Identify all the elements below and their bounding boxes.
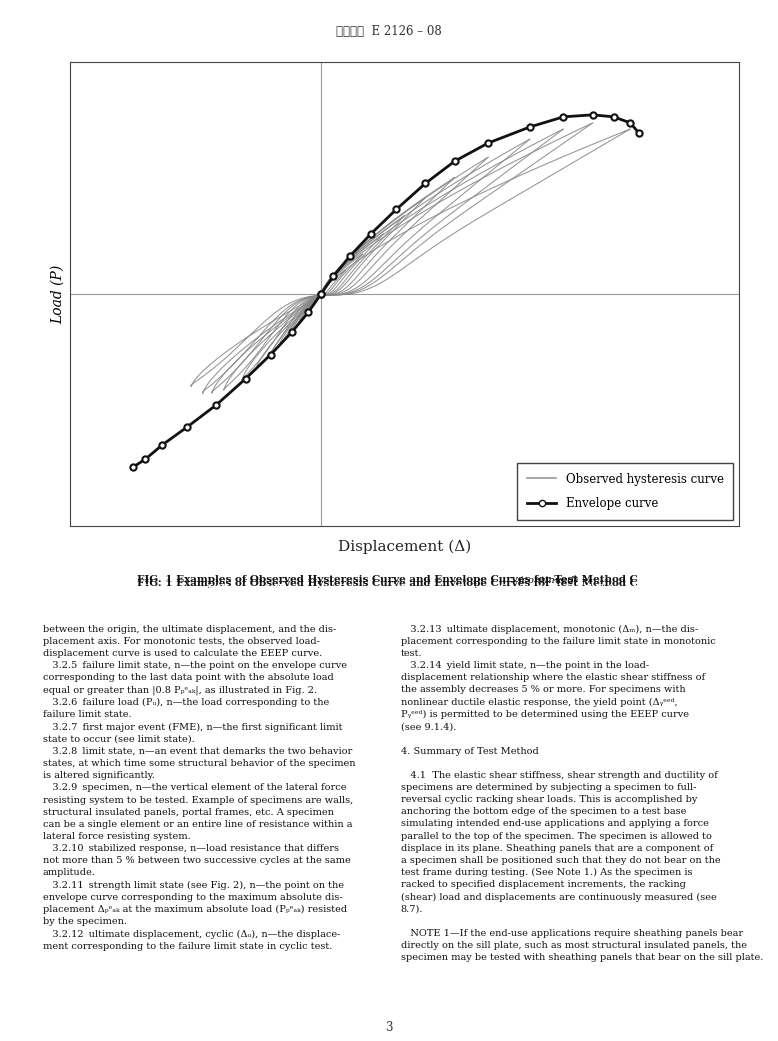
Text: ⒶⓈⓉⓜ  E 2126 – 08: ⒶⓈⓉⓜ E 2126 – 08: [336, 25, 442, 37]
Text: Displacement (Δ): Displacement (Δ): [338, 540, 471, 554]
Text: between the origin, the ultimate displacement, and the dis-
placement axis. For : between the origin, the ultimate displac…: [43, 625, 356, 950]
Text: FIG. 1 Examples of Observed Hysteresis Curve and Envelope Curves for Test Method: FIG. 1 Examples of Observed Hysteresis C…: [137, 576, 641, 584]
Text: FIG. 1 Examples of Observed Hysteresis Curve and Envelope Curves for Test Method: FIG. 1 Examples of Observed Hysteresis C…: [137, 579, 641, 588]
Text: 3: 3: [385, 1021, 393, 1034]
Y-axis label: Load (P): Load (P): [51, 264, 65, 324]
Text: FIG. 1 Examples of Observed Hysteresis Curve and Envelope Curves for Test Method: FIG. 1 Examples of Observed Hysteresis C…: [103, 584, 675, 593]
Text: (continued): (continued): [518, 576, 579, 584]
Legend: Observed hysteresis curve, Envelope curve: Observed hysteresis curve, Envelope curv…: [517, 463, 733, 519]
Text: 3.2.13  ultimate displacement, monotonic (Δₘ), n—the dis-
placement correspondin: 3.2.13 ultimate displacement, monotonic …: [401, 625, 763, 963]
